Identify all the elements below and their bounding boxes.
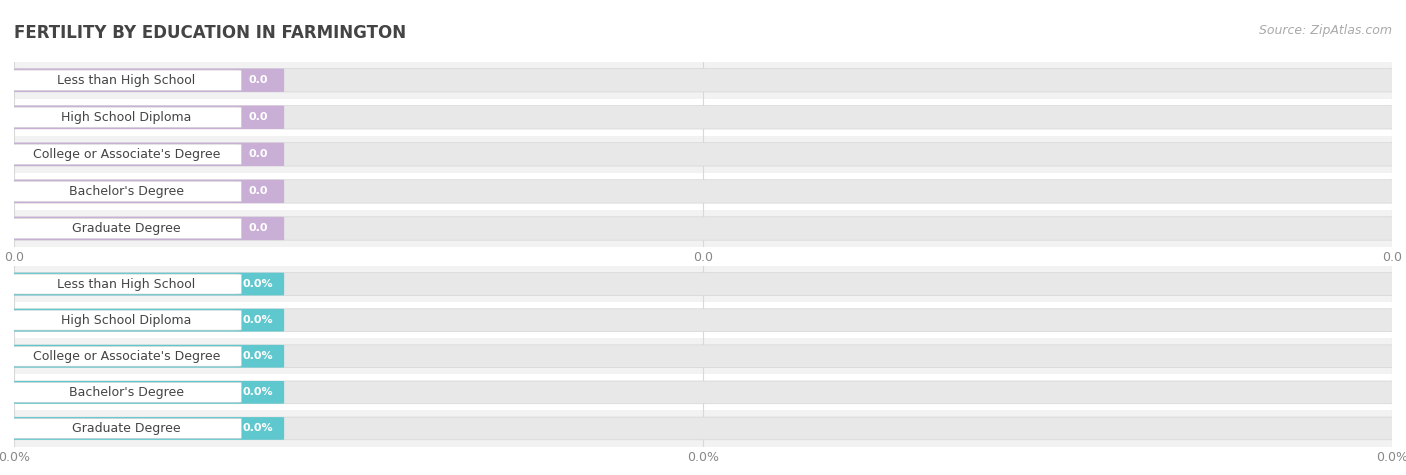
Bar — [14, 338, 1392, 374]
Bar — [14, 302, 1392, 338]
FancyBboxPatch shape — [11, 107, 242, 128]
Text: Less than High School: Less than High School — [58, 277, 195, 291]
Text: High School Diploma: High School Diploma — [62, 111, 191, 124]
Text: 0.0: 0.0 — [249, 112, 267, 123]
Bar — [14, 62, 1392, 99]
Text: Graduate Degree: Graduate Degree — [72, 222, 180, 235]
FancyBboxPatch shape — [8, 105, 284, 129]
Text: 0.0%: 0.0% — [243, 387, 273, 398]
FancyBboxPatch shape — [11, 274, 242, 294]
Bar — [14, 99, 1392, 136]
Text: Bachelor's Degree: Bachelor's Degree — [69, 185, 184, 198]
Text: College or Associate's Degree: College or Associate's Degree — [32, 148, 221, 161]
FancyBboxPatch shape — [8, 273, 284, 295]
Text: Less than High School: Less than High School — [58, 74, 195, 87]
FancyBboxPatch shape — [8, 309, 284, 332]
FancyBboxPatch shape — [8, 217, 1398, 240]
FancyBboxPatch shape — [8, 180, 1398, 203]
FancyBboxPatch shape — [8, 180, 284, 203]
FancyBboxPatch shape — [8, 105, 1398, 129]
Text: 0.0: 0.0 — [249, 223, 267, 234]
Text: College or Associate's Degree: College or Associate's Degree — [32, 350, 221, 363]
Bar — [14, 136, 1392, 173]
Bar — [14, 173, 1392, 210]
FancyBboxPatch shape — [8, 217, 284, 240]
Text: 0.0%: 0.0% — [243, 315, 273, 325]
Text: Graduate Degree: Graduate Degree — [72, 422, 180, 435]
Text: 0.0: 0.0 — [249, 75, 267, 86]
FancyBboxPatch shape — [8, 142, 1398, 166]
Text: 0.0%: 0.0% — [243, 351, 273, 361]
FancyBboxPatch shape — [8, 68, 1398, 92]
FancyBboxPatch shape — [8, 309, 1398, 332]
FancyBboxPatch shape — [8, 345, 1398, 368]
Text: 0.0%: 0.0% — [243, 423, 273, 434]
FancyBboxPatch shape — [8, 68, 284, 92]
Bar — [14, 210, 1392, 247]
FancyBboxPatch shape — [8, 273, 1398, 295]
Text: Bachelor's Degree: Bachelor's Degree — [69, 386, 184, 399]
Text: FERTILITY BY EDUCATION IN FARMINGTON: FERTILITY BY EDUCATION IN FARMINGTON — [14, 24, 406, 42]
FancyBboxPatch shape — [8, 345, 284, 368]
FancyBboxPatch shape — [11, 310, 242, 330]
FancyBboxPatch shape — [11, 382, 242, 402]
FancyBboxPatch shape — [8, 142, 284, 166]
Bar — [14, 266, 1392, 302]
FancyBboxPatch shape — [8, 417, 284, 440]
FancyBboxPatch shape — [11, 218, 242, 239]
FancyBboxPatch shape — [11, 144, 242, 165]
Bar — [14, 410, 1392, 446]
FancyBboxPatch shape — [8, 381, 1398, 404]
Text: 0.0%: 0.0% — [243, 279, 273, 289]
Bar — [14, 374, 1392, 410]
Text: Source: ZipAtlas.com: Source: ZipAtlas.com — [1258, 24, 1392, 37]
Text: 0.0: 0.0 — [249, 186, 267, 197]
FancyBboxPatch shape — [11, 346, 242, 366]
FancyBboxPatch shape — [11, 418, 242, 438]
FancyBboxPatch shape — [8, 417, 1398, 440]
Text: 0.0: 0.0 — [249, 149, 267, 160]
FancyBboxPatch shape — [11, 70, 242, 91]
FancyBboxPatch shape — [11, 181, 242, 202]
Text: High School Diploma: High School Diploma — [62, 314, 191, 327]
FancyBboxPatch shape — [8, 381, 284, 404]
